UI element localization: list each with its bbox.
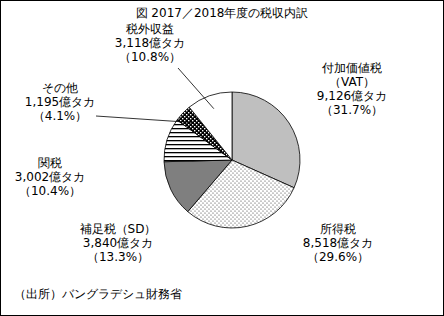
category-label: 補足税（SD） [80, 222, 157, 236]
leader-line [96, 116, 193, 123]
percentage-label: （10.4%） [19, 184, 81, 198]
slice-label: 所得税8,518億タカ（29.6%） [303, 222, 373, 264]
category-label: 所得税 [320, 222, 356, 236]
slice-label: 補足税（SD）3,840億タカ（13.3%） [80, 222, 157, 264]
category-label: 関税 [38, 156, 62, 170]
value-label: 1,195億タカ [25, 95, 95, 109]
pie [164, 92, 300, 228]
percentage-label: （31.7%） [321, 103, 383, 117]
percentage-label: （10.8%） [119, 50, 181, 64]
slice [189, 92, 232, 160]
chart: 図 2017／2018年度の税収内訳 （出所）バングラデシュ財務省 付加価値税（VA… [0, 0, 444, 316]
percentage-label: （29.6%） [307, 250, 369, 264]
frame [1, 1, 444, 316]
title: 図 2017／2018年度の税収内訳 [136, 6, 309, 20]
slice-label: 税外収益3,118億タカ（10.8%） [115, 22, 185, 64]
percentage-label: （4.1%） [33, 109, 88, 123]
leader-line [178, 68, 214, 109]
value-label: 3,118億タカ [115, 36, 185, 50]
category-label: その他 [42, 81, 78, 95]
category-label: 付加価値税 [321, 61, 382, 75]
value-label: 3,840億タカ [83, 236, 153, 250]
value-label: 3,002億タカ [15, 170, 85, 184]
value-label: 8,518億タカ [303, 236, 373, 250]
percentage-label: （13.3%） [87, 250, 149, 264]
slice-label: その他1,195億タカ（4.1%） [25, 81, 95, 123]
slice-label: 関税3,002億タカ（10.4%） [15, 156, 85, 198]
slice-label: 付加価値税（VAT）9,126億タカ（31.7%） [317, 61, 387, 117]
category-label: 税外収益 [126, 22, 174, 36]
category-label: （VAT） [329, 75, 375, 89]
value-label: 9,126億タカ [317, 89, 387, 103]
slice [164, 160, 232, 212]
source: （出所）バングラデシュ財務省 [14, 287, 182, 301]
